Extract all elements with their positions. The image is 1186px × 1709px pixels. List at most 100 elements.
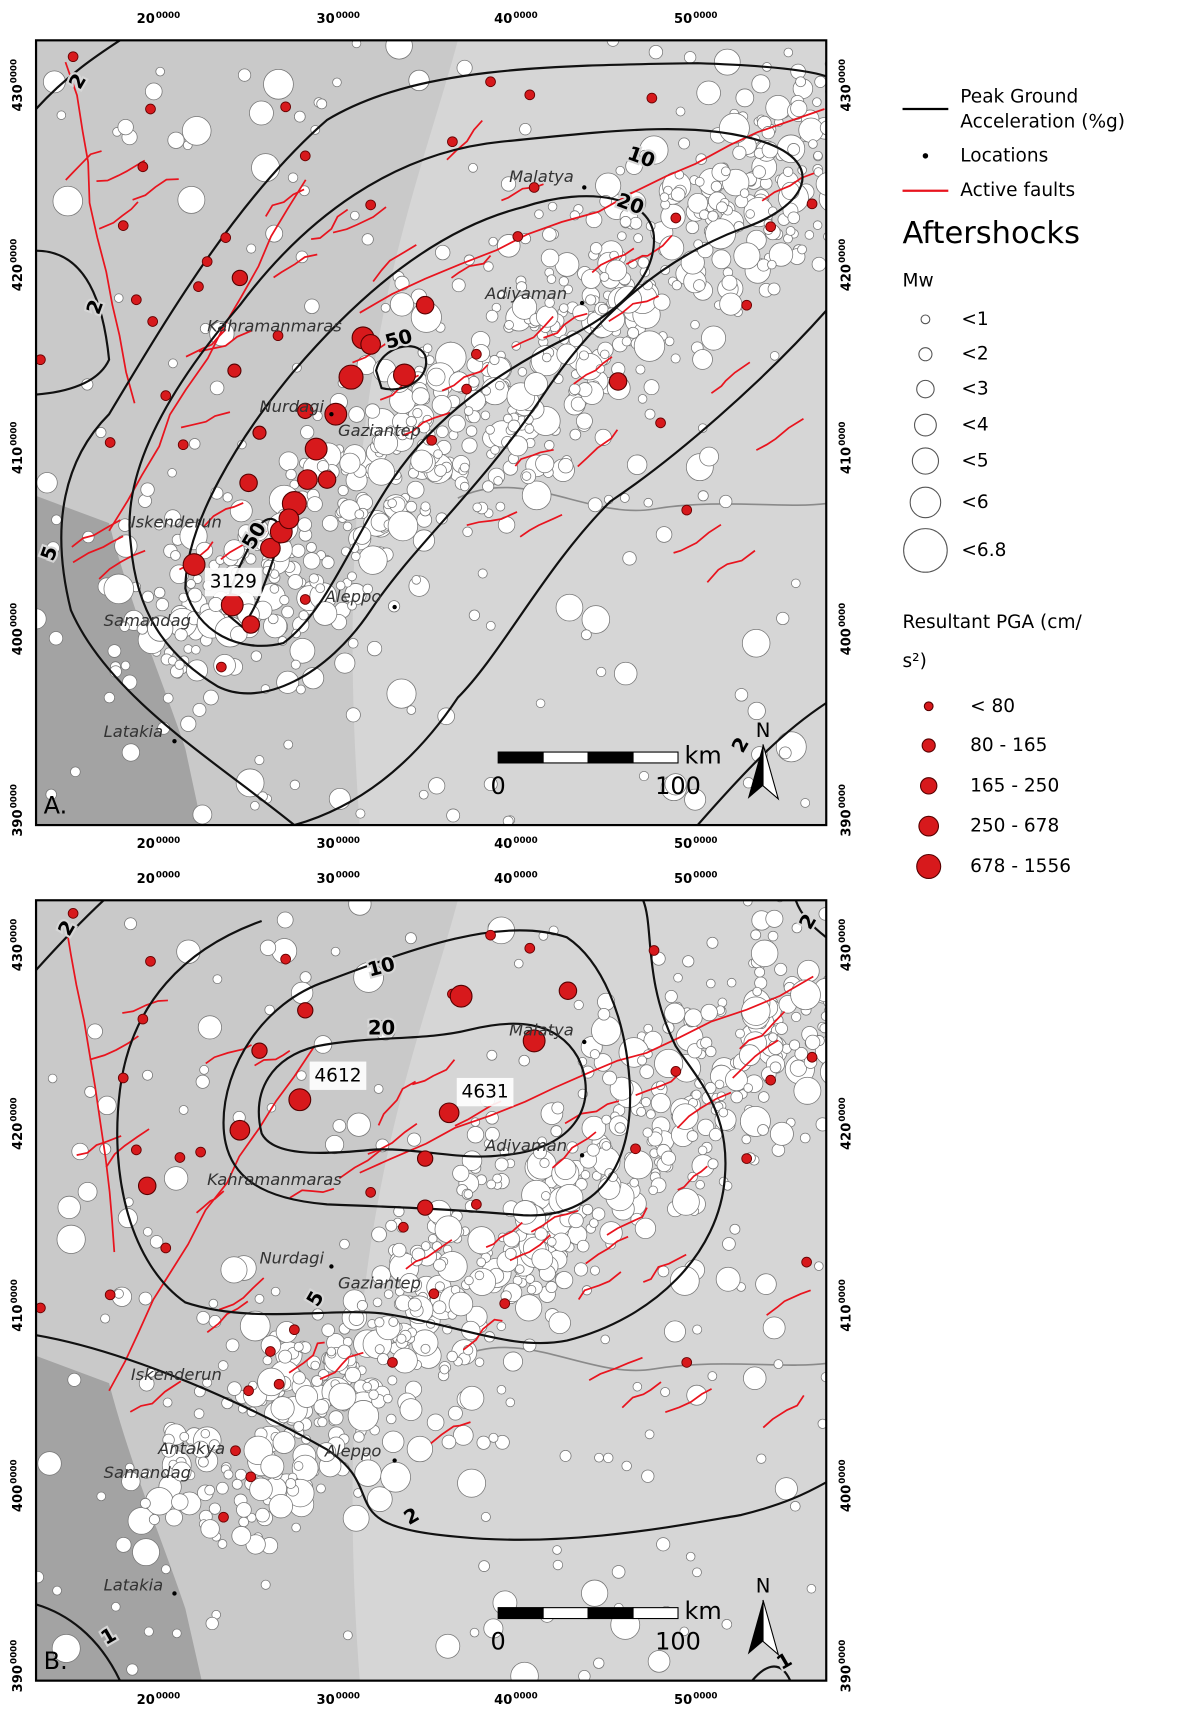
aftershock — [573, 1262, 589, 1277]
pga-station — [147, 316, 159, 327]
legend-text: 80 - 165 — [970, 735, 1047, 756]
aftershock — [790, 99, 808, 118]
aftershock — [580, 1170, 591, 1180]
place-name: Samandag — [104, 1463, 191, 1482]
active-fault — [402, 411, 451, 437]
aftershock — [535, 698, 546, 709]
aftershock — [136, 623, 148, 635]
aftershock — [426, 1413, 445, 1432]
aftershock — [200, 1428, 211, 1439]
aftershock — [153, 520, 165, 531]
aftershock — [117, 118, 134, 136]
legend-aftershock — [903, 528, 948, 573]
aftershock — [585, 211, 603, 229]
aftershock — [611, 1565, 626, 1579]
aftershock — [353, 1431, 365, 1443]
aftershock — [511, 294, 538, 320]
aftershock — [790, 1500, 801, 1512]
aftershock — [503, 413, 513, 424]
active-fault — [466, 511, 518, 527]
aftershock — [497, 289, 508, 300]
aftershock — [503, 1351, 523, 1372]
aftershock — [486, 1049, 498, 1061]
legend-text: Acceleration (%g) — [960, 112, 1125, 133]
pga-station — [137, 1013, 149, 1025]
aftershock — [603, 1452, 614, 1464]
aftershock — [600, 1334, 610, 1345]
aftershock — [534, 209, 544, 219]
pga-station — [365, 1187, 376, 1198]
aftershock — [472, 502, 482, 513]
aftershock — [747, 701, 766, 721]
active-fault — [608, 295, 659, 322]
active-fault — [564, 1100, 620, 1125]
aftershock — [555, 593, 584, 622]
aftershock — [709, 1128, 723, 1142]
aftershock — [193, 1408, 205, 1419]
aftershock — [540, 248, 560, 268]
pga-station — [528, 182, 540, 193]
aftershock — [373, 1084, 384, 1094]
aftershock — [743, 1366, 767, 1390]
aftershock — [300, 425, 315, 440]
aftershock — [524, 372, 548, 397]
aftershock — [490, 445, 500, 455]
aftershock — [377, 1353, 390, 1366]
aftershock — [474, 1270, 485, 1281]
pga-station — [220, 593, 244, 617]
contour-label: 20 — [368, 1016, 395, 1039]
aftershock — [388, 1316, 399, 1327]
x-tick-label: 30 — [317, 12, 335, 27]
aftershock — [799, 1132, 811, 1144]
aftershock — [482, 480, 495, 493]
pga-station — [387, 1357, 398, 1368]
aftershock — [791, 1011, 802, 1022]
legend-text: <3 — [961, 379, 988, 400]
aftershock — [591, 1015, 622, 1046]
aftershock — [655, 526, 673, 543]
aftershock — [457, 1468, 487, 1498]
aftershock — [774, 1477, 798, 1501]
active-fault — [441, 364, 489, 392]
pga-station — [447, 136, 458, 148]
pga-station — [392, 363, 416, 387]
aftershock — [601, 1141, 612, 1151]
aftershock — [813, 150, 823, 161]
aftershock — [639, 1064, 654, 1079]
aftershock — [477, 568, 488, 579]
active-fault — [319, 1351, 364, 1381]
aftershock — [332, 77, 342, 88]
y-tick-label: 390 — [11, 809, 26, 836]
aftershock — [637, 1055, 648, 1066]
aftershock — [197, 1456, 209, 1468]
x-tick-label: 30 — [317, 1693, 335, 1708]
aftershock — [407, 1132, 422, 1147]
aftershock — [262, 1355, 273, 1366]
aftershock — [550, 1125, 563, 1138]
aftershock — [555, 1184, 584, 1212]
aftershock — [361, 233, 374, 246]
pga-station — [137, 1176, 157, 1196]
aftershock — [208, 597, 224, 612]
pga-contour — [222, 929, 632, 1217]
aftershock — [526, 1284, 537, 1295]
aftershock — [422, 343, 433, 353]
aftershock — [270, 1396, 295, 1421]
aftershock — [367, 458, 395, 486]
aftershock — [750, 939, 779, 968]
aftershock — [138, 1375, 155, 1392]
aftershock — [446, 808, 461, 823]
aftershock — [814, 1261, 824, 1271]
aftershock — [410, 449, 433, 473]
aftershock — [697, 1118, 715, 1136]
aftershock — [648, 1185, 658, 1196]
aftershock — [516, 281, 528, 293]
aftershock — [519, 122, 532, 136]
pga-contour — [374, 345, 428, 391]
aftershock — [773, 1359, 784, 1369]
pga-station — [317, 470, 337, 489]
aftershock — [439, 1364, 450, 1375]
aftershock — [57, 1195, 81, 1220]
active-fault — [710, 361, 751, 394]
aftershock — [434, 1215, 463, 1244]
